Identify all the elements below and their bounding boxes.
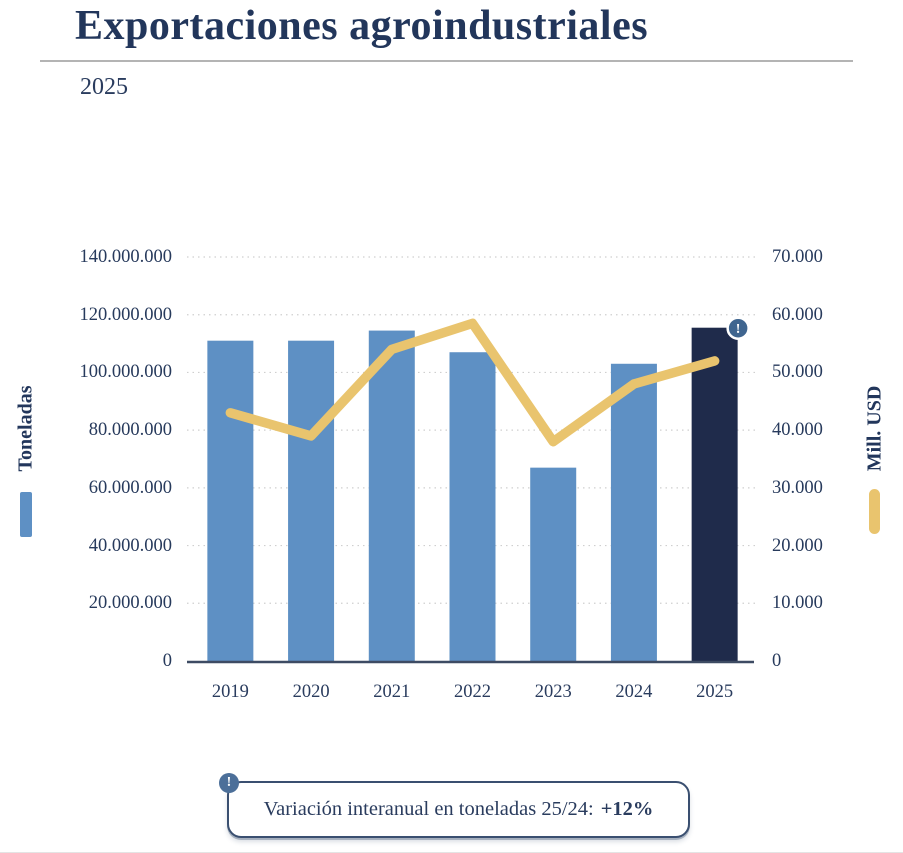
right-axis-tick: 40.000	[772, 420, 823, 441]
right-axis-tick: 30.000	[772, 477, 823, 498]
mill-usd-legend-swatch	[869, 489, 880, 534]
right-axis-tick: 50.000	[772, 362, 823, 383]
x-axis-tick-2025: 2025	[696, 682, 734, 702]
variation-callout: ! Variación interanual en toneladas 25/2…	[219, 773, 690, 838]
left-axis-tick: 0	[162, 651, 172, 671]
x-axis-tick-2021: 2021	[373, 682, 411, 702]
subtitle-year: 2025	[80, 74, 128, 100]
x-axis-tick-2019: 2019	[211, 682, 249, 702]
bar-2021	[368, 330, 415, 661]
exclamation-icon: !	[219, 773, 239, 793]
left-axis-title: Toneladas	[14, 385, 37, 472]
left-axis-tick: 80.000.000	[88, 420, 172, 441]
bar-2020	[288, 340, 335, 661]
right-axis-tick: 0	[772, 651, 782, 671]
toneladas-legend-swatch	[20, 492, 32, 537]
bar-2022	[449, 352, 496, 661]
callout-text: Variación interanual en toneladas 25/24:	[263, 798, 594, 820]
right-axis-tick: 70.000	[772, 247, 823, 267]
right-axis-tick: 10.000	[772, 593, 823, 614]
left-axis-tick: 60.000.000	[88, 477, 172, 498]
title-divider	[40, 60, 853, 62]
left-axis-tick: 40.000.000	[88, 535, 172, 556]
left-axis-tick: 120.000.000	[79, 304, 173, 325]
x-axis-tick-2024: 2024	[615, 682, 653, 702]
left-axis-tick: 140.000.000	[79, 247, 173, 267]
x-axis-tick-2022: 2022	[454, 682, 491, 702]
bar-2019	[207, 340, 254, 661]
bar-2024	[610, 363, 657, 661]
left-axis-tick: 100.000.000	[79, 362, 173, 383]
x-axis-tick-2023: 2023	[534, 682, 572, 702]
x-axis-tick-2020: 2020	[292, 682, 330, 702]
alert-badge-icon	[726, 316, 750, 340]
alert-badge-glyph: !	[736, 322, 741, 337]
page-title: Exportaciones agroindustriales	[75, 3, 649, 49]
bar-2023	[530, 467, 577, 661]
right-axis-tick: 60.000	[772, 304, 823, 325]
callout-highlight-value: +12%	[600, 798, 654, 820]
bar-2025	[691, 327, 738, 661]
right-axis-title: Mill. USD	[863, 385, 886, 472]
mill-usd-trend-line	[225, 318, 720, 447]
left-axis-tick: 20.000.000	[88, 593, 172, 614]
right-axis-tick: 20.000	[772, 535, 823, 556]
